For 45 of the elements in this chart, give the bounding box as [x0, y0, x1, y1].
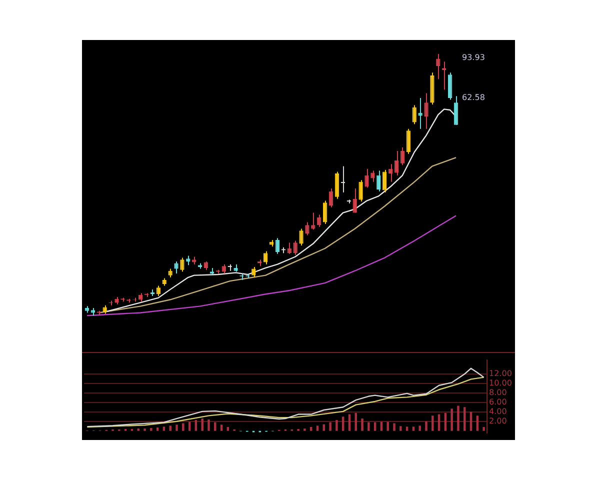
bar — [393, 423, 396, 431]
y-tick-label: 10.00 — [489, 378, 512, 388]
bar — [450, 408, 453, 431]
y-tick-label: 2.00 — [489, 416, 507, 426]
bar — [354, 412, 357, 431]
bar — [425, 421, 428, 431]
bar — [361, 418, 364, 431]
bar — [310, 427, 312, 431]
bar — [137, 428, 140, 431]
bar — [457, 406, 460, 431]
bar — [412, 426, 415, 431]
y-tick-label: 12.00 — [489, 369, 512, 378]
bar — [322, 424, 325, 431]
bar — [169, 426, 172, 431]
bar — [476, 416, 479, 431]
y-tick-label: 6.00 — [489, 397, 507, 406]
bar — [368, 422, 370, 431]
bar — [316, 426, 319, 431]
bar — [226, 427, 230, 431]
bar — [400, 426, 402, 431]
bar — [342, 416, 344, 431]
bar — [220, 424, 223, 431]
bar — [144, 428, 146, 431]
bar — [406, 426, 408, 431]
bar — [418, 426, 421, 431]
bar — [304, 428, 306, 431]
bar — [182, 423, 184, 431]
bar — [214, 422, 216, 431]
bar — [329, 422, 332, 431]
bar — [162, 426, 166, 431]
y-tick-label: 8.00 — [489, 388, 507, 398]
bar — [336, 420, 338, 431]
bar — [208, 419, 210, 431]
bar — [176, 424, 178, 431]
bar — [432, 416, 434, 431]
bar — [463, 407, 466, 431]
text: 62.58 — [462, 93, 485, 102]
bar — [156, 428, 159, 431]
bar — [150, 428, 152, 431]
bar — [201, 418, 204, 431]
bar — [386, 422, 389, 431]
bar — [482, 427, 485, 431]
bar — [194, 420, 198, 431]
y-tick-label: 4.00 — [489, 406, 507, 416]
text: 93.93 — [462, 53, 485, 62]
